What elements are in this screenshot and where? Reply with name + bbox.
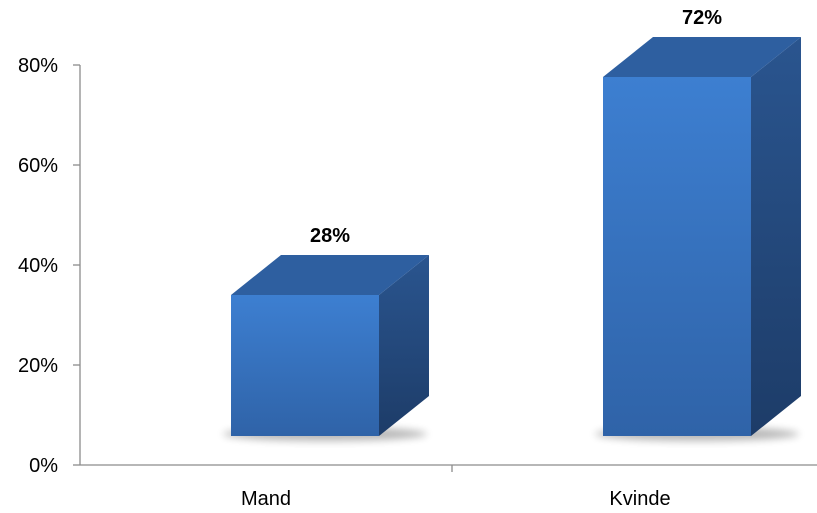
data-label: 28%: [310, 225, 350, 247]
y-axis-ticks: 0% 20% 40% 60% 80%: [18, 55, 80, 477]
bar-front-face: [603, 77, 751, 436]
y-tick-label: 0%: [29, 455, 58, 477]
bar-side-face: [379, 255, 429, 436]
bar-front-face: [231, 295, 379, 436]
bar-side-face: [751, 37, 801, 436]
x-category-label: Mand: [241, 488, 291, 510]
y-tick-label: 40%: [18, 255, 58, 277]
data-label: 72%: [682, 7, 722, 29]
x-axis-labels: Mand Kvinde: [241, 488, 671, 510]
y-tick-label: 20%: [18, 355, 58, 377]
bar-top-face: [231, 255, 429, 295]
bars: [223, 37, 801, 441]
y-tick-label: 80%: [18, 55, 58, 77]
x-category-label: Kvinde: [609, 488, 670, 510]
bar-kvinde: [595, 37, 801, 441]
bar-top-face: [603, 37, 801, 77]
data-labels: 28% 72%: [310, 7, 722, 247]
bar-mand: [223, 255, 429, 441]
y-tick-label: 60%: [18, 155, 58, 177]
